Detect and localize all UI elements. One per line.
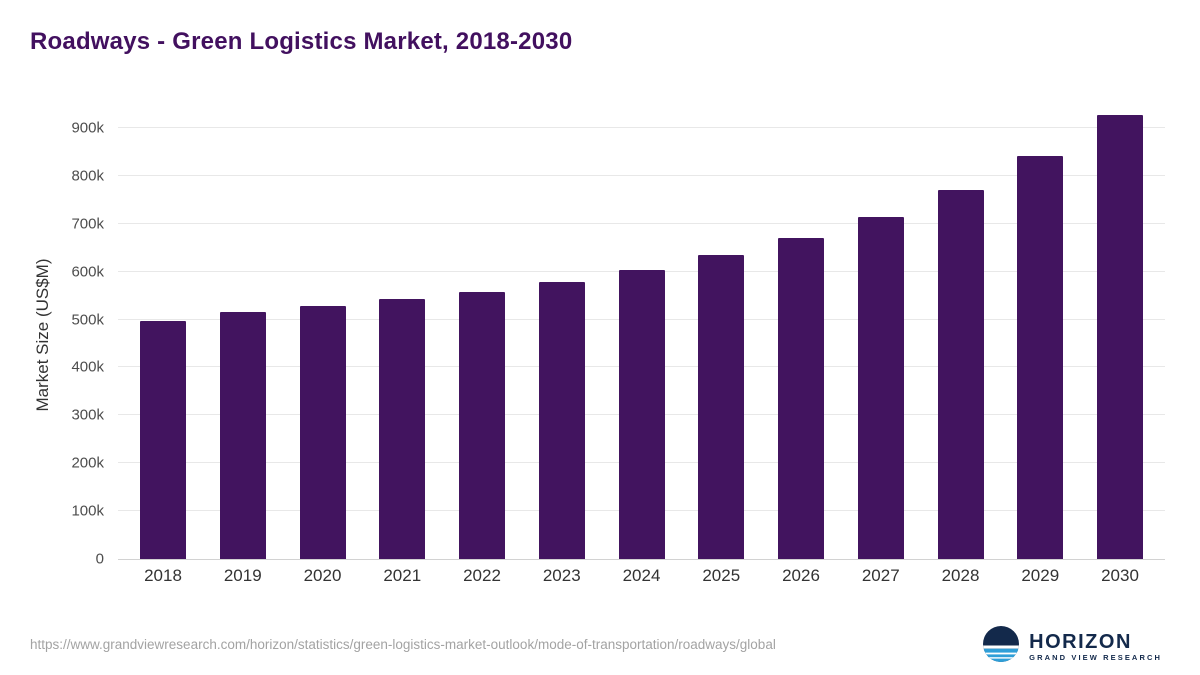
y-tick-labels: 0 100k 200k 300k 400k 500k 600k 700k 800k 900k — [71, 104, 1165, 567]
x-tick-label: 2019 — [223, 566, 262, 585]
y-tick-label: 300k — [71, 406, 104, 424]
x-tick-labels: 2018 2019 2020 2021 2022 2023 2024 2025 2026 2027… — [118, 566, 1165, 586]
horizon-logo: HORIZON GRAND VIEW RESEARCH — [982, 625, 1162, 668]
horizon-logo-text: HORIZON GRAND VIEW RESEARCH — [1029, 630, 1162, 662]
horizon-logo-icon — [982, 625, 1020, 668]
bar-2030[interactable] — [1097, 114, 1143, 559]
x-tick-label: 2018 — [144, 566, 182, 585]
bar-2027[interactable] — [857, 216, 904, 559]
x-tick-label: 2027 — [861, 566, 900, 585]
x-tick-label: 2025 — [702, 566, 741, 585]
bar-2024[interactable] — [618, 269, 665, 559]
gridline — [118, 126, 1165, 128]
y-tick-label: 700k — [71, 215, 104, 233]
y-tick-label: 400k — [71, 358, 104, 376]
x-tick-label: 2020 — [303, 566, 342, 585]
bar-2026[interactable] — [778, 237, 824, 559]
bar-2023[interactable] — [538, 281, 585, 559]
bar-2021[interactable] — [379, 299, 426, 559]
x-tick-label: 2030 — [1101, 566, 1139, 585]
gridline — [118, 174, 1165, 176]
y-axis-title: Market Size (US$M) — [33, 258, 52, 412]
x-tick-label: 2024 — [622, 566, 661, 585]
bar-series — [118, 104, 1165, 559]
y-tick-label: 0 — [95, 550, 104, 568]
y-tick-label: 200k — [71, 454, 104, 472]
bar-2018[interactable] — [140, 320, 186, 559]
plot-area: 0 100k 200k 300k 400k 500k 600k 700k 800k 900k — [71, 104, 1165, 568]
x-tick-label: 2022 — [463, 566, 501, 585]
footer: https://www.grandviewresearch.com/horizo… — [0, 613, 1200, 675]
bar-2019[interactable] — [219, 312, 266, 559]
source-url: https://www.grandviewresearch.com/horizo… — [30, 637, 776, 652]
x-tick-label: 2023 — [542, 566, 581, 585]
bar-2029[interactable] — [1017, 155, 1064, 559]
horizon-logo-subtitle: GRAND VIEW RESEARCH — [1029, 652, 1162, 662]
bar-2020[interactable] — [299, 306, 346, 559]
x-tick-label: 2028 — [941, 566, 980, 585]
bar-2028[interactable] — [937, 190, 984, 559]
gridline — [118, 222, 1165, 224]
bar-2022[interactable] — [459, 291, 505, 559]
y-tick-label: 600k — [71, 263, 104, 281]
y-tick-label: 900k — [71, 119, 104, 137]
bar-2025[interactable] — [698, 255, 745, 559]
y-tick-label: 800k — [71, 167, 104, 185]
horizon-logo-name: HORIZON — [1029, 630, 1132, 653]
x-tick-label: 2026 — [782, 566, 820, 585]
y-tick-label: 500k — [71, 311, 104, 329]
page-title: Roadways - Green Logistics Market, 2018-… — [30, 28, 573, 55]
x-tick-label: 2029 — [1021, 566, 1060, 585]
y-tick-label: 100k — [71, 502, 104, 520]
x-tick-label: 2021 — [383, 566, 422, 585]
